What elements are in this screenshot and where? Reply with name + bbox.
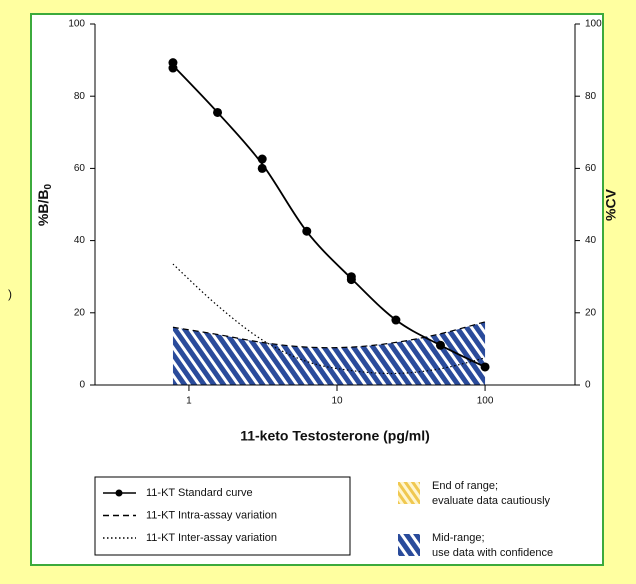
y-tick-label: 60 bbox=[74, 163, 86, 174]
data-point bbox=[391, 315, 401, 325]
y-tick-label: 0 bbox=[79, 380, 85, 391]
data-point bbox=[257, 154, 267, 164]
y2-tick-label: 0 bbox=[585, 380, 591, 391]
x-tick-label: 1 bbox=[186, 396, 192, 407]
data-point bbox=[213, 107, 223, 117]
x-axis-label: 11-keto Testosterone (pg/ml) bbox=[240, 428, 430, 444]
y-tick-label: 100 bbox=[68, 19, 85, 30]
y2-tick-label: 80 bbox=[585, 91, 597, 102]
data-point bbox=[302, 226, 312, 236]
y2-axis-label: %CV bbox=[603, 188, 619, 221]
y2-tick-label: 100 bbox=[585, 19, 602, 30]
data-point bbox=[435, 340, 445, 350]
y-axis-label: %B/B0 bbox=[35, 184, 54, 227]
y-tick-label: 40 bbox=[74, 235, 86, 246]
region-swatch bbox=[398, 482, 420, 504]
y-label-sub: 0 bbox=[43, 184, 54, 190]
data-point bbox=[480, 362, 490, 372]
mid-range-area bbox=[172, 321, 486, 385]
data-point bbox=[168, 63, 178, 73]
x-tick-label: 10 bbox=[331, 396, 343, 407]
frame bbox=[30, 13, 604, 566]
y2-tick-label: 40 bbox=[585, 235, 597, 246]
legend-label: 11-KT Standard curve bbox=[146, 487, 253, 499]
region-label: End of range; bbox=[432, 480, 498, 492]
y2-tick-label: 60 bbox=[585, 163, 597, 174]
legend-box bbox=[94, 476, 351, 556]
region-label: use data with confidence bbox=[432, 547, 553, 559]
region-label: Mid-range; bbox=[432, 532, 485, 544]
x-tick-label: 100 bbox=[477, 396, 494, 407]
legend-marker bbox=[115, 489, 123, 497]
region-swatch bbox=[398, 534, 420, 556]
data-point bbox=[257, 163, 267, 173]
fragment-text: ) bbox=[8, 287, 12, 301]
data-point bbox=[346, 275, 356, 285]
legend-label: 11-KT Intra-assay variation bbox=[146, 509, 277, 521]
y-tick-label: 20 bbox=[74, 307, 86, 318]
y-tick-label: 80 bbox=[74, 91, 86, 102]
region-label: evaluate data cautiously bbox=[432, 495, 551, 507]
y2-tick-label: 20 bbox=[585, 307, 597, 318]
y-label-main: %B/B bbox=[35, 190, 51, 227]
legend-label: 11-KT Inter-assay variation bbox=[146, 532, 277, 544]
